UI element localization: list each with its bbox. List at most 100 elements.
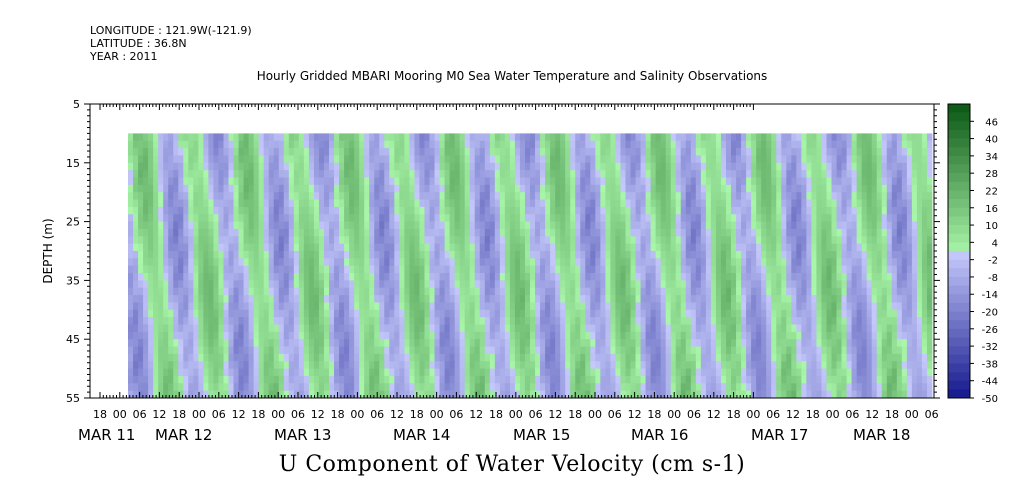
heatmap-cell: [173, 339, 179, 347]
heatmap-cell: [856, 346, 863, 355]
heatmap-cell: [218, 273, 224, 281]
heatmap-cell: [635, 353, 641, 362]
heatmap-cell: [705, 251, 712, 259]
heatmap-cell: [680, 265, 687, 274]
heatmap-cell: [791, 265, 797, 274]
heatmap-cell: [198, 140, 204, 149]
heatmap-cell: [776, 251, 782, 259]
heatmap-cell: [811, 324, 817, 333]
heatmap-cell: [474, 192, 481, 200]
heatmap-cell: [741, 251, 747, 259]
heatmap-cell: [555, 287, 561, 296]
heatmap-cell: [143, 361, 149, 369]
heatmap-cell: [926, 302, 933, 311]
heatmap-cell: [680, 228, 687, 237]
heatmap-cell: [766, 273, 772, 281]
heatmap-cell: [886, 214, 893, 222]
heatmap-cell: [323, 265, 330, 274]
heatmap-cell: [143, 155, 149, 164]
heatmap-cell: [866, 251, 873, 259]
heatmap-cell: [349, 140, 355, 149]
heatmap-cell: [288, 295, 295, 303]
heatmap-cell: [288, 287, 295, 296]
heatmap-cell: [258, 133, 265, 142]
heatmap-cell: [163, 140, 169, 149]
heatmap-cell: [866, 295, 873, 303]
heatmap-cell: [323, 302, 330, 311]
heatmap-cell: [841, 192, 847, 200]
heatmap-cell: [846, 170, 853, 178]
heatmap-cell: [831, 228, 837, 237]
heatmap-cell: [530, 324, 536, 333]
heatmap-cell: [560, 346, 566, 355]
heatmap-cell: [811, 140, 817, 149]
heatmap-cell: [555, 353, 561, 362]
heatmap-cell: [896, 258, 903, 267]
heatmap-cell: [168, 324, 174, 333]
heatmap-cell: [530, 148, 536, 156]
heatmap-cell: [585, 265, 591, 274]
heatmap-cell: [449, 162, 456, 171]
heatmap-cell: [183, 361, 189, 369]
heatmap-cell: [660, 192, 667, 200]
heatmap-cell: [444, 170, 451, 178]
heatmap-cell: [298, 309, 305, 318]
heatmap-cell: [308, 214, 315, 222]
heatmap-cell: [273, 192, 280, 200]
heatmap-cell: [580, 265, 586, 274]
heatmap-cell: [871, 177, 878, 186]
heatmap-cell: [836, 155, 842, 164]
heatmap-cell: [600, 353, 606, 362]
heatmap-cell: [173, 214, 179, 222]
heatmap-cell: [489, 206, 496, 215]
heatmap-cell: [766, 251, 772, 259]
heatmap-cell: [218, 339, 224, 347]
heatmap-cell: [535, 324, 541, 333]
heatmap-cell: [881, 162, 888, 171]
heatmap-cell: [394, 192, 400, 200]
heatmap-cell: [479, 280, 486, 289]
heatmap-cell: [700, 214, 707, 222]
heatmap-cell: [318, 221, 325, 230]
heatmap-cell: [590, 258, 596, 267]
heatmap-cell: [349, 251, 355, 259]
heatmap-cell: [133, 251, 139, 259]
heatmap-cell: [540, 258, 546, 267]
heatmap-cell: [384, 236, 390, 245]
heatmap-cell: [916, 162, 923, 171]
heatmap-cell: [439, 162, 445, 171]
heatmap-cell: [298, 206, 305, 215]
heatmap-cell: [786, 236, 792, 245]
heatmap-cell: [575, 148, 581, 156]
heatmap-cell: [318, 133, 325, 142]
heatmap-cell: [590, 133, 596, 142]
heatmap-cell: [444, 302, 451, 311]
heatmap-cell: [821, 317, 827, 325]
heatmap-cell: [188, 206, 194, 215]
heatmap-cell: [163, 295, 169, 303]
heatmap-cell: [816, 339, 822, 347]
heatmap-cell: [303, 287, 310, 296]
heatmap-cell: [725, 273, 732, 281]
heatmap-cell: [434, 199, 440, 208]
heatmap-cell: [886, 177, 893, 186]
heatmap-cell: [695, 162, 702, 171]
heatmap-cell: [434, 346, 440, 355]
heatmap-cell: [449, 317, 456, 325]
heatmap-cell: [680, 140, 687, 149]
heatmap-cell: [550, 199, 556, 208]
heatmap-cell: [545, 184, 551, 193]
heatmap-cell: [680, 295, 687, 303]
heatmap-cell: [741, 339, 747, 347]
chart-title: Hourly Gridded MBARI Mooring M0 Sea Wate…: [256, 69, 768, 83]
heatmap-cell: [585, 140, 591, 149]
heatmap-cell: [565, 265, 571, 274]
heatmap-cell: [670, 170, 677, 178]
heatmap-cell: [866, 258, 873, 267]
heatmap-cell: [384, 353, 390, 362]
heatmap-cell: [710, 140, 717, 149]
heatmap-cell: [555, 236, 561, 245]
heatmap-cell: [263, 177, 270, 186]
heatmap-cell: [811, 192, 817, 200]
heatmap-cell: [796, 133, 802, 142]
